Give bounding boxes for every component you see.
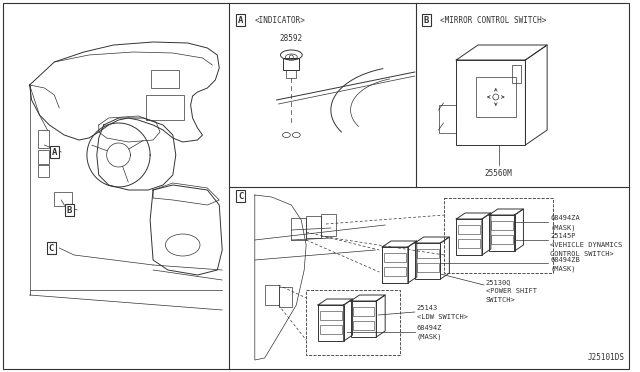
Bar	[320, 311, 342, 320]
Bar	[384, 253, 406, 262]
Bar	[438, 105, 456, 133]
Text: 25143: 25143	[417, 305, 438, 311]
Text: <POWER SHIFT: <POWER SHIFT	[486, 288, 537, 294]
Text: A: A	[238, 16, 244, 25]
Bar	[415, 243, 440, 279]
Bar	[456, 60, 525, 145]
Bar	[306, 290, 400, 355]
Text: (MASK): (MASK)	[550, 225, 575, 231]
Bar	[38, 130, 49, 148]
Bar	[265, 285, 278, 305]
Bar	[351, 301, 376, 337]
Bar	[489, 215, 515, 251]
Bar	[284, 58, 300, 70]
Text: (MASK): (MASK)	[550, 266, 575, 272]
Text: B: B	[424, 16, 429, 25]
Text: <INDICATOR>: <INDICATOR>	[255, 16, 306, 25]
Text: <LDW SWITCH>: <LDW SWITCH>	[417, 314, 468, 320]
Bar	[320, 325, 342, 334]
Bar	[38, 165, 49, 177]
Bar	[491, 235, 513, 244]
Bar	[353, 321, 374, 330]
Bar	[456, 219, 482, 255]
Text: 28592: 28592	[280, 33, 303, 42]
Bar	[511, 65, 522, 83]
Bar	[54, 192, 72, 206]
Bar	[38, 150, 49, 164]
Text: J25101DS: J25101DS	[587, 353, 624, 362]
Text: C: C	[238, 192, 244, 201]
Bar	[384, 267, 406, 276]
Text: <VEHICLE DYNAMICS: <VEHICLE DYNAMICS	[550, 242, 622, 248]
Bar	[417, 263, 438, 272]
Text: 68494Z: 68494Z	[417, 325, 442, 331]
Bar	[291, 218, 306, 240]
Text: SWITCH>: SWITCH>	[486, 297, 516, 303]
Text: 25145P: 25145P	[550, 233, 575, 239]
Bar	[353, 307, 374, 316]
Bar	[146, 95, 184, 120]
Bar	[287, 70, 296, 78]
Text: <MIRROR CONTROL SWITCH>: <MIRROR CONTROL SWITCH>	[440, 16, 547, 25]
Bar	[151, 70, 179, 88]
Text: 68494ZA: 68494ZA	[550, 215, 580, 221]
Bar	[444, 198, 553, 273]
Text: B: B	[67, 205, 72, 215]
Bar	[417, 249, 438, 258]
Text: C: C	[49, 244, 54, 253]
Text: 25560M: 25560M	[485, 169, 513, 177]
Bar	[321, 214, 336, 236]
Text: A: A	[52, 148, 57, 157]
Bar	[306, 216, 321, 238]
Bar	[476, 77, 516, 117]
Bar	[278, 287, 292, 307]
Bar	[491, 221, 513, 230]
Text: CONTROL SWITCH>: CONTROL SWITCH>	[550, 251, 614, 257]
Bar	[458, 225, 480, 234]
Bar	[382, 247, 408, 283]
Text: 25130Q: 25130Q	[486, 279, 511, 285]
Text: (MASK): (MASK)	[417, 334, 442, 340]
Text: 68494ZB: 68494ZB	[550, 257, 580, 263]
Bar	[458, 239, 480, 248]
Bar	[318, 305, 344, 341]
